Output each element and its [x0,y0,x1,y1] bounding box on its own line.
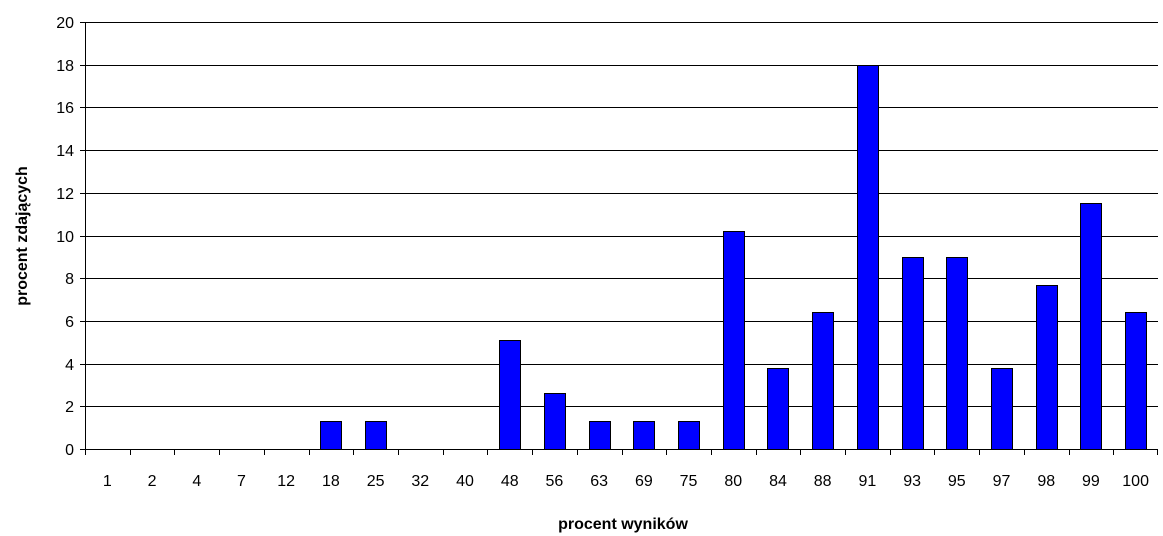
x-tick-label: 25 [367,473,385,490]
x-tick-label: 7 [237,473,246,490]
bar-100 [1125,312,1147,450]
y-tick-label: 20 [56,15,74,32]
bar-63 [589,421,611,450]
x-tick-label: 99 [1082,473,1100,490]
x-tick-label: 32 [411,473,429,490]
x-tick-label: 93 [903,473,921,490]
x-tick-label: 1 [103,473,112,490]
x-axis-ticks: 1 2 4 7 12 18 25 32 40 48 56 63 69 75 80 84 88 91 93 95 97 98… [85,449,1158,490]
y-tick-label: 18 [56,58,74,75]
y-tick-label: 8 [65,271,74,288]
x-tick-label: 56 [546,473,564,490]
bar-75 [678,421,700,450]
y-tick-label: 4 [65,357,74,374]
y-tick-label: 10 [56,229,74,246]
bar-97 [991,368,1013,450]
x-tick-label: 4 [192,473,201,490]
y-tick-label: 12 [56,186,74,203]
x-tick-label: 88 [814,473,832,490]
x-tick-label: 48 [501,473,519,490]
x-tick-label: 63 [590,473,608,490]
y-tick-label: 2 [65,399,74,416]
x-tick-label: 75 [680,473,698,490]
bar-98 [1036,285,1058,450]
x-tick-label: 98 [1037,473,1055,490]
x-axis-title: procent wyników [558,516,688,533]
x-tick-label: 91 [858,473,876,490]
bar-93 [902,257,924,450]
bar-84 [767,368,789,450]
y-tick-label: 6 [65,314,74,331]
x-tick-label: 40 [456,473,474,490]
x-tick-label: 95 [948,473,966,490]
bar-80 [723,231,745,450]
bar-91 [857,65,879,450]
y-axis-title: procent zdających [14,166,31,306]
bar-25 [365,421,387,450]
y-tick-label: 0 [65,442,74,459]
x-tick-label: 2 [148,473,157,490]
y-tick-label: 14 [56,143,74,160]
gridlines [85,22,1158,407]
bar-69 [633,421,655,450]
bar-18 [320,421,342,450]
x-tick-label: 12 [277,473,295,490]
x-tick-label: 80 [724,473,742,490]
bar-88 [812,312,834,450]
y-axis-ticks: 0 2 4 6 8 10 12 14 16 18 20 [56,15,85,459]
y-tick-label: 16 [56,100,74,117]
bar-48 [499,340,521,450]
x-tick-label: 84 [769,473,787,490]
x-tick-label: 18 [322,473,340,490]
bar-99 [1080,203,1102,450]
bar-56 [544,393,566,450]
bar-95 [946,257,968,450]
x-tick-label: 100 [1122,473,1149,490]
bars [320,65,1147,450]
x-tick-label: 97 [993,473,1011,490]
x-tick-label: 69 [635,473,653,490]
